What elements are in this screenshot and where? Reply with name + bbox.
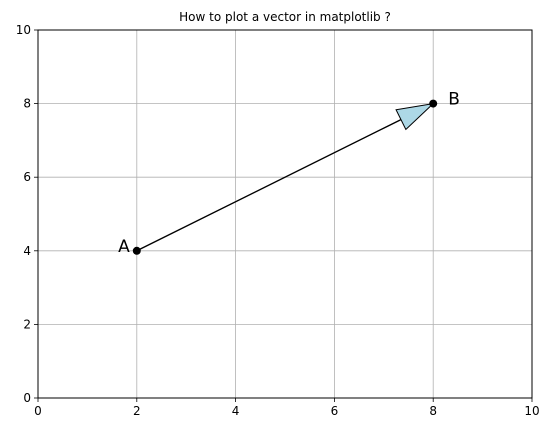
y-tick-label: 6 (23, 170, 31, 184)
chart-title: How to plot a vector in matplotlib ? (179, 10, 391, 24)
point-b (429, 100, 437, 108)
grid (38, 30, 532, 398)
axis-ticks: 0 2 4 6 8 10 0 2 4 6 8 10 (16, 23, 540, 418)
point-label-b: B (448, 90, 460, 110)
x-tick-label: 4 (232, 404, 240, 418)
plot-area (38, 30, 532, 398)
data-marks: AB (118, 90, 460, 257)
vector-arrowhead (396, 104, 433, 130)
y-tick-label: 2 (23, 317, 31, 331)
y-tick-label: 4 (23, 244, 31, 258)
point-label-a: A (118, 237, 130, 257)
x-tick-label: 10 (524, 404, 539, 418)
x-tick-label: 8 (429, 404, 437, 418)
x-tick-label: 2 (133, 404, 141, 418)
y-tick-label: 8 (23, 97, 31, 111)
vector-shaft (137, 120, 401, 251)
y-tick-label: 10 (16, 23, 31, 37)
x-tick-label: 0 (34, 404, 42, 418)
y-tick-label: 0 (23, 391, 31, 405)
point-a (133, 247, 141, 255)
x-tick-label: 6 (331, 404, 339, 418)
